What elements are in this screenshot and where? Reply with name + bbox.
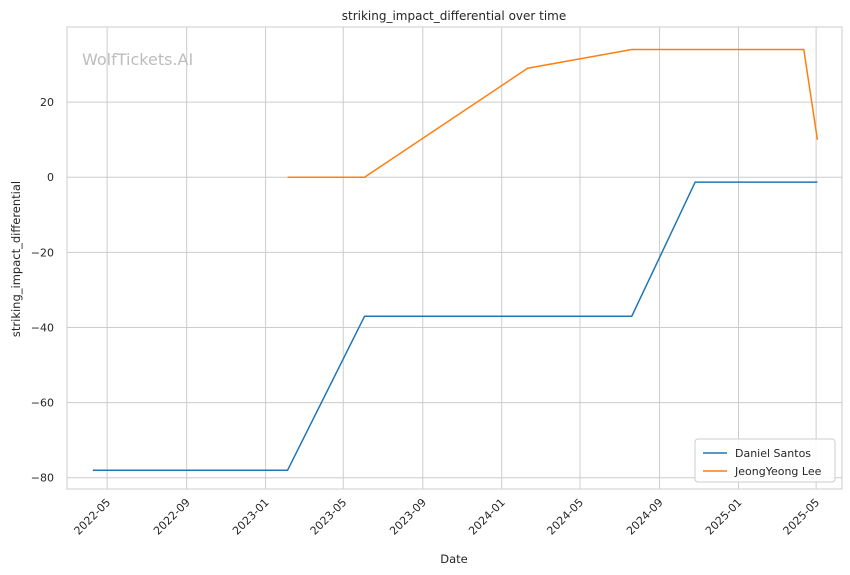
x-tick-labels: 2022-05 2022-09 2023-01 2023-05 2023-09 2024-… — [72, 496, 823, 538]
x-tick-label: 2024-05 — [544, 496, 586, 538]
y-tick-label: −40 — [31, 321, 54, 334]
watermark: WolfTickets.AI — [82, 50, 193, 69]
x-tick-label: 2023-05 — [308, 496, 350, 538]
x-tick-label: 2022-05 — [72, 496, 114, 538]
y-tick-labels: −80 −60 −40 −20 0 20 — [31, 96, 54, 485]
x-tick-label: 2025-01 — [703, 496, 745, 538]
chart-title: striking_impact_differential over time — [342, 9, 567, 23]
plot-frame — [66, 26, 843, 490]
legend: Daniel Santos JeongYeong Lee — [694, 438, 836, 483]
x-axis-label: Date — [440, 552, 468, 566]
legend-box — [694, 438, 836, 483]
y-tick-label: 0 — [47, 171, 54, 184]
y-tick-label: 20 — [40, 96, 54, 109]
x-tick-label: 2022-09 — [151, 496, 193, 538]
x-tick-label: 2023-01 — [230, 496, 272, 538]
series-line-daniel-santos — [92, 181, 818, 471]
y-tick-label: −60 — [31, 397, 54, 410]
x-tick-label: 2023-09 — [387, 496, 429, 538]
x-tick-label: 2024-09 — [624, 496, 666, 538]
legend-label-daniel-santos: Daniel Santos — [735, 447, 811, 460]
x-tick-label: 2025-05 — [781, 496, 823, 538]
series-lines — [92, 48, 819, 471]
y-tick-label: −20 — [31, 246, 54, 259]
y-axis-label: striking_impact_differential — [9, 181, 23, 337]
series-line-jeongyeong-lee — [287, 48, 819, 178]
x-tick-label: 2024-01 — [466, 496, 508, 538]
legend-label-jeongyeong-lee: JeongYeong Lee — [734, 465, 822, 478]
y-tick-label: −80 — [31, 472, 54, 485]
grid — [67, 27, 842, 489]
